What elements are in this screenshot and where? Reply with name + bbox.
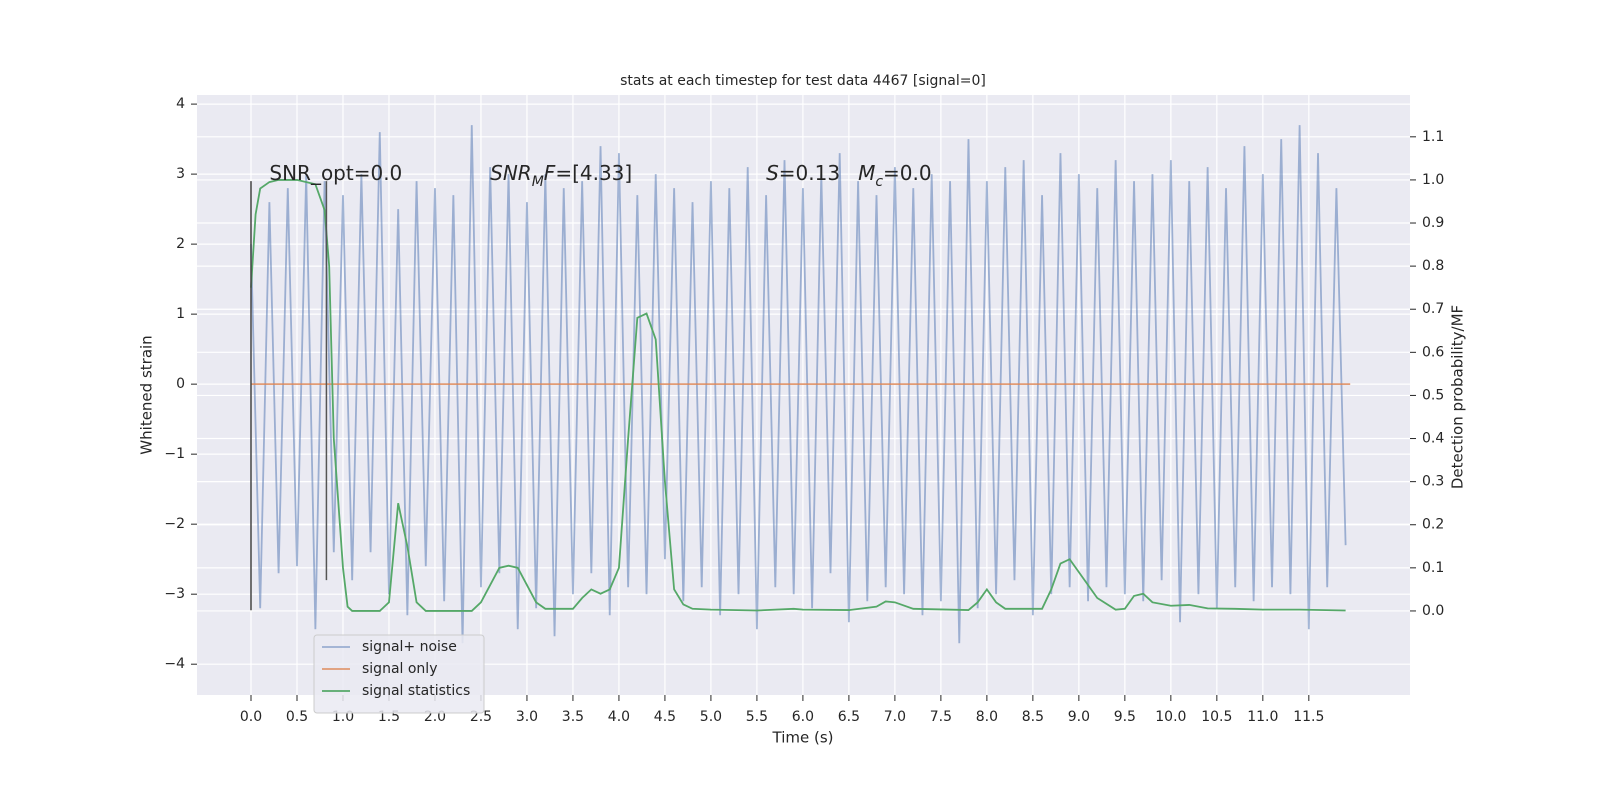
legend-label: signal+ noise <box>362 639 457 655</box>
legend-label: signal statistics <box>362 683 470 699</box>
y2-tick-label: 0.6 <box>1422 344 1444 360</box>
y-tick-label: 1 <box>176 306 185 322</box>
y-tick-label: −1 <box>164 446 185 462</box>
x-tick-label: 3.0 <box>516 709 538 725</box>
x-tick-label: 4.0 <box>608 709 630 725</box>
x-tick-label: 5.5 <box>746 709 768 725</box>
annotation-part: S <box>766 161 779 185</box>
y2-tick-label: 0.7 <box>1422 301 1444 317</box>
y2-tick-label: 0.3 <box>1422 474 1444 490</box>
legend-label: signal only <box>362 661 437 677</box>
x-tick-label: 5.0 <box>700 709 722 725</box>
x-tick-label: 6.0 <box>792 709 814 725</box>
y2-tick-label: 0.2 <box>1422 517 1444 533</box>
annotation-part: SNR <box>490 161 532 185</box>
x-tick-label: 9.5 <box>1114 709 1136 725</box>
annotation-part: M <box>858 161 875 185</box>
x-tick-label: 6.5 <box>838 709 860 725</box>
y-tick-label: 3 <box>176 166 185 182</box>
annotation: SNRMF=[4.33] <box>490 161 632 191</box>
y2-tick-label: 0.5 <box>1422 387 1444 403</box>
y-tick-label: 4 <box>176 96 185 112</box>
y-axis-label: Whitened strain <box>138 335 156 454</box>
y2-tick-label: 1.1 <box>1422 129 1444 145</box>
y2-axis-label: Detection probability/MF <box>1449 305 1467 489</box>
y-tick-label: 2 <box>176 236 185 252</box>
annotation-part: =0.13 <box>779 161 840 185</box>
y2-tick-label: 0.4 <box>1422 431 1444 447</box>
x-tick-label: 8.5 <box>1022 709 1044 725</box>
y2-tick-label: 0.8 <box>1422 258 1444 274</box>
annotation: Mc=0.0 <box>858 161 932 191</box>
annotation: SNR_opt=0.0 <box>269 161 402 185</box>
x-tick-label: 8.0 <box>976 709 998 725</box>
x-tick-label: 11.0 <box>1247 709 1278 725</box>
y2-tick-label: 0.0 <box>1422 603 1444 619</box>
x-axis-label: Time (s) <box>772 729 834 747</box>
x-tick-label: 11.5 <box>1293 709 1324 725</box>
x-tick-label: 0.0 <box>240 709 262 725</box>
y-tick-label: −3 <box>164 586 185 602</box>
x-tick-label: 7.5 <box>930 709 952 725</box>
chart-title: stats at each timestep for test data 446… <box>620 73 986 89</box>
annotation-part: c <box>875 174 883 190</box>
annotation-part: =0.0 <box>883 161 932 185</box>
y-tick-label: −4 <box>164 656 185 672</box>
legend-box <box>313 634 485 714</box>
y2-tick-label: 1.0 <box>1422 172 1444 188</box>
y-tick-label: −2 <box>164 516 185 532</box>
x-tick-label: 3.5 <box>562 709 584 725</box>
x-tick-label: 10.0 <box>1155 709 1186 725</box>
y2-tick-label: 0.1 <box>1422 560 1444 576</box>
annotation-part: F <box>544 161 556 185</box>
x-tick-label: 0.5 <box>286 709 308 725</box>
x-tick-label: 9.0 <box>1068 709 1090 725</box>
annotation: S=0.13 <box>766 161 840 185</box>
x-tick-label: 7.0 <box>884 709 906 725</box>
series-line <box>250 125 1347 644</box>
annotation-part: SNR_opt=0.0 <box>269 161 402 185</box>
series-line <box>250 179 1346 612</box>
y2-tick-label: 0.9 <box>1422 215 1444 231</box>
annotation-part: M <box>532 174 544 190</box>
x-tick-label: 4.5 <box>654 709 676 725</box>
y-tick-label: 0 <box>176 376 185 392</box>
x-tick-label: 10.5 <box>1201 709 1232 725</box>
annotation-part: =[4.33] <box>555 161 632 185</box>
